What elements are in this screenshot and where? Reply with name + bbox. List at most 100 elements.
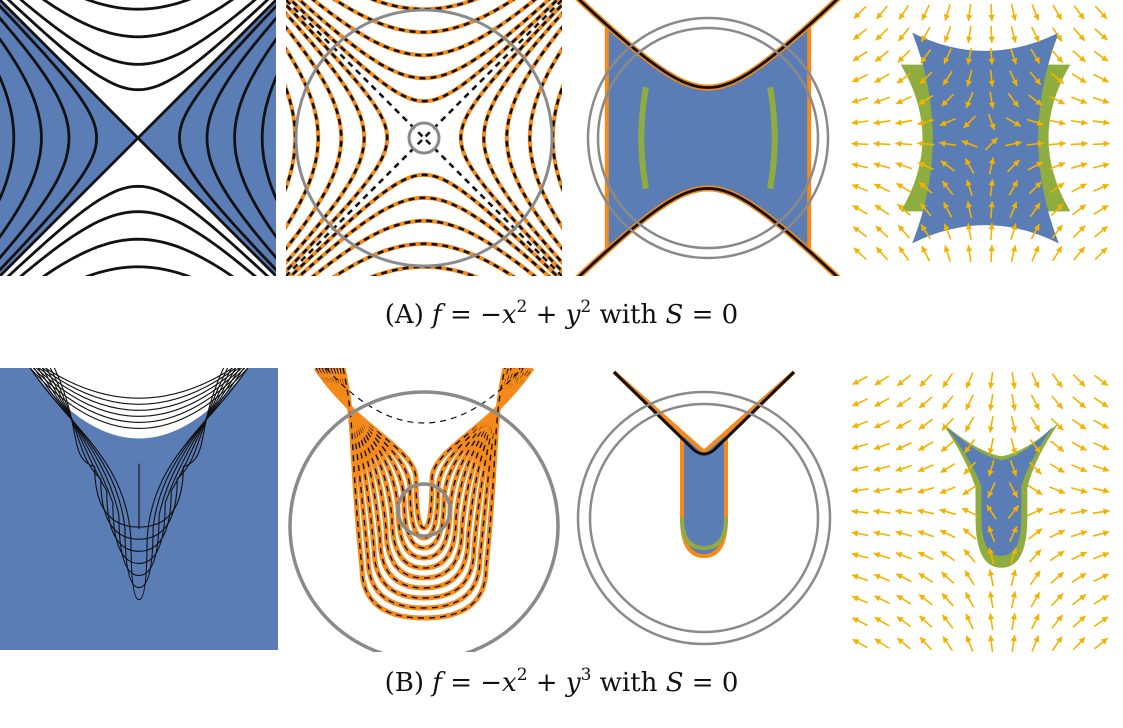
vector-arrow-head xyxy=(898,246,905,254)
vector-arrow-head xyxy=(1080,487,1088,494)
vector-arrow-head xyxy=(962,488,970,495)
outer-circle xyxy=(576,390,832,646)
vector-arrow-head xyxy=(1081,140,1088,148)
caption-b-term1: −x xyxy=(480,668,517,698)
vector-arrow-head xyxy=(943,57,950,64)
vector-arrow-head xyxy=(851,140,858,148)
vector-arrow-head xyxy=(895,119,902,126)
vector-arrow-head xyxy=(1101,226,1108,233)
vector-arrow-head xyxy=(988,245,995,252)
vector-arrow-head xyxy=(918,573,926,580)
vector-arrow-head xyxy=(965,381,972,389)
vector-arrow-head xyxy=(1057,466,1065,473)
panel-a2-level-sets-orange xyxy=(286,0,562,276)
vector-arrow-head xyxy=(852,183,859,190)
vector-arrow-head xyxy=(1010,613,1017,620)
level-curve xyxy=(45,368,233,552)
vector-arrow-head xyxy=(963,467,971,475)
vector-arrow-head xyxy=(940,160,948,167)
vector-arrow-head xyxy=(988,36,995,43)
region-fill xyxy=(912,32,1059,244)
vector-arrow-head xyxy=(1033,56,1040,64)
vector-arrow-head xyxy=(919,594,926,601)
orange-level-curve xyxy=(310,0,538,58)
vector-arrow-head xyxy=(1102,162,1110,169)
vector-arrow-head xyxy=(940,551,948,558)
dashed-level-curve xyxy=(339,368,509,609)
vector-arrow-head xyxy=(987,447,995,455)
level-curve xyxy=(49,368,229,540)
vector-arrow-head xyxy=(1079,573,1087,580)
panel-b2-plot xyxy=(286,368,562,652)
inner-circle xyxy=(407,121,441,155)
vector-arrow-head xyxy=(896,77,904,84)
vector-arrow-head xyxy=(1078,379,1086,387)
vector-arrow-head xyxy=(874,400,882,407)
vector-arrow-head xyxy=(853,33,861,40)
vector-arrow-head xyxy=(988,58,995,65)
vector-arrow-head xyxy=(1036,508,1044,514)
vector-arrow-head xyxy=(1033,13,1040,21)
vector-arrow-head xyxy=(1078,12,1085,20)
vector-arrow-head xyxy=(852,205,860,212)
dashed-level-curve xyxy=(342,368,506,619)
dashed-level-curve xyxy=(336,368,512,599)
vector-arrow-head xyxy=(921,34,928,42)
vector-arrow-head xyxy=(918,423,926,430)
level-curve xyxy=(205,16,276,260)
vector-arrow-head xyxy=(873,97,881,104)
vector-arrow-head xyxy=(1034,570,1041,578)
panel-b3-region xyxy=(576,368,844,652)
vector-field xyxy=(851,371,1110,652)
vector-arrow-head xyxy=(1101,205,1109,212)
vector-arrow-head xyxy=(1056,423,1064,431)
vector-arrow-head xyxy=(1101,573,1109,580)
vector-arrow-head xyxy=(896,573,903,580)
vector-arrow-head xyxy=(1101,76,1109,83)
vector-arrow-head xyxy=(1101,616,1109,623)
panel-a3-plot xyxy=(570,0,846,276)
vector-arrow-head xyxy=(1102,530,1110,537)
dashed-level-curve xyxy=(321,368,527,549)
level-curves xyxy=(286,0,562,276)
caption-b-exp2: 3 xyxy=(580,665,592,685)
vector-arrow-head xyxy=(1011,201,1018,209)
vector-arrow-head xyxy=(895,162,903,169)
vector-arrow-head xyxy=(1080,530,1088,537)
vector-arrow-head xyxy=(873,162,881,169)
green-boundary xyxy=(680,517,728,551)
level-curve xyxy=(0,16,71,260)
panel-b1-level-sets xyxy=(0,368,278,650)
orange-level-curve xyxy=(504,24,562,252)
vector-arrow-head xyxy=(987,613,995,620)
vector-arrow-head xyxy=(1033,635,1040,643)
level-curves xyxy=(313,368,535,621)
vector-arrow-head xyxy=(851,530,859,537)
vector-arrow-head xyxy=(1079,444,1087,451)
vector-arrow-head xyxy=(1013,120,1021,127)
vector-arrow-head xyxy=(1056,224,1063,232)
vector-arrow-head xyxy=(874,379,882,386)
vector-arrow-head xyxy=(1012,159,1020,167)
caption-a-zero: 0 xyxy=(721,300,739,330)
vector-arrow-head xyxy=(966,36,973,43)
level-curve xyxy=(6,0,270,92)
caption-a-exp2: 2 xyxy=(580,297,592,317)
vector-arrow-head xyxy=(851,508,858,515)
level-curve xyxy=(19,0,257,66)
vector-arrow-head xyxy=(987,404,995,411)
level-curve-top xyxy=(29,368,249,429)
vector-arrow-head xyxy=(1080,466,1087,473)
vector-field xyxy=(851,3,1110,263)
inner-circle xyxy=(588,402,820,634)
vector-arrow-head xyxy=(851,443,859,451)
vector-arrow-head xyxy=(899,12,906,20)
vector-arrow-head xyxy=(895,487,903,494)
vector-arrow-head xyxy=(1012,100,1019,107)
vector-arrow-head xyxy=(1011,547,1018,555)
vector-arrow-head xyxy=(896,98,903,105)
vector-arrow-head xyxy=(1011,526,1018,533)
vector-arrow-head xyxy=(1101,55,1108,62)
caption-a-term1: −x xyxy=(480,300,517,330)
vector-arrow-head xyxy=(940,466,948,473)
